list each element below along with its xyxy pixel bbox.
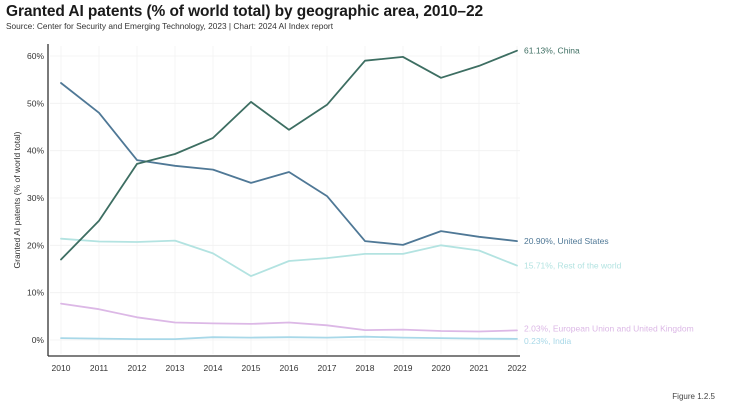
y-tick-labels: 0% 10% 20% 30% 40% 50% 60%	[27, 51, 44, 345]
y-tick-label: 40%	[27, 146, 44, 156]
x-tick-labels: 2010 2011 2012 2013 2014 2015 2016 2017 2018 2019…	[52, 363, 527, 373]
x-tick-label: 2022	[508, 363, 527, 373]
x-tick-label: 2011	[90, 363, 109, 373]
x-tick-label: 2015	[242, 363, 261, 373]
end-label-rest-of-the-world: 15.71%, Rest of the world	[524, 261, 622, 271]
gridlines	[50, 46, 520, 354]
series-lines	[60, 49, 518, 341]
series-line-china	[60, 49, 518, 261]
series-line-rest-of-the-world	[60, 237, 518, 278]
series-end-labels: 61.13%, China 20.90%, United States 15.71%…	[524, 46, 694, 346]
x-tick-label: 2014	[204, 363, 223, 373]
y-tick-label: 30%	[27, 193, 44, 203]
x-tick-label: 2019	[394, 363, 413, 373]
x-tick-label: 2016	[280, 363, 299, 373]
series-line-united-states	[60, 82, 518, 246]
y-axis-title: Granted AI patents (% of world total)	[12, 131, 22, 268]
series-line-india	[60, 335, 518, 341]
y-tick-label: 50%	[27, 98, 44, 108]
series-line-european-union-and-united-kingdom	[60, 302, 518, 333]
y-tick-label: 60%	[27, 51, 44, 61]
y-tick-label: 10%	[27, 288, 44, 298]
x-tick-label: 2017	[318, 363, 337, 373]
chart-title: Granted AI patents (% of world total) by…	[6, 3, 483, 20]
x-tick-label: 2020	[432, 363, 451, 373]
figure-label: Figure 1.2.5	[672, 392, 715, 401]
end-label-china: 61.13%, China	[524, 46, 580, 56]
x-tick-label: 2021	[470, 363, 489, 373]
y-tick-label: 0%	[32, 335, 45, 345]
x-tick-label: 2013	[166, 363, 185, 373]
chart-subtitle: Source: Center for Security and Emerging…	[6, 21, 333, 31]
x-tick-label: 2018	[356, 363, 375, 373]
x-tick-label: 2012	[128, 363, 147, 373]
end-label-european-union-and-united-kingdom: 2.03%, European Union and United Kingdom	[524, 323, 694, 333]
y-tick-label: 20%	[27, 240, 44, 250]
end-label-united-states: 20.90%, United States	[524, 236, 609, 246]
x-tick-label: 2010	[52, 363, 71, 373]
axes	[47, 44, 520, 357]
end-label-india: 0.23%, India	[524, 336, 572, 346]
